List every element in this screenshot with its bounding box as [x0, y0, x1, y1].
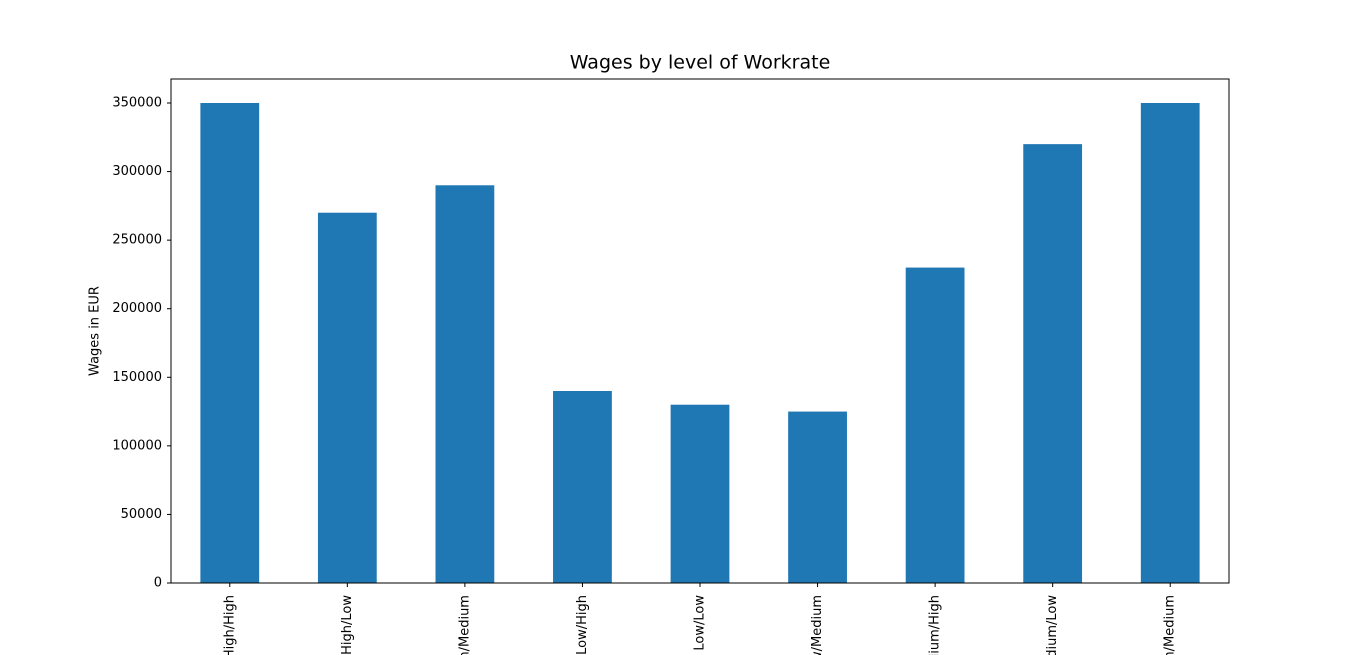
bar [670, 404, 730, 583]
x-tick-label: High/Medium [457, 595, 472, 655]
bar [553, 391, 612, 583]
bar [788, 411, 847, 583]
y-tick-label: 50000 [121, 507, 162, 522]
axes-frame [170, 78, 1230, 584]
bar [435, 185, 495, 584]
y-axis-label: Wages in EUR [88, 286, 103, 376]
x-tick-label: Low/Medium [810, 595, 825, 655]
chart-title: Wages by level of Workrate [570, 52, 831, 74]
y-tick-label: 350000 [112, 96, 162, 111]
x-tick-label: High/High [222, 595, 237, 655]
bar [905, 267, 965, 583]
x-tick-label: Low/High [575, 595, 590, 655]
bar [317, 212, 377, 583]
bar [200, 103, 260, 583]
x-tick-label: High/Low [340, 595, 355, 655]
x-tick-label: Medium/High [928, 595, 943, 655]
y-tick-label: 200000 [112, 301, 162, 316]
x-tick-label: Medium/Medium [1163, 595, 1178, 655]
y-tick-label: 150000 [112, 370, 162, 385]
bar [1023, 144, 1083, 583]
y-tick-label: 100000 [112, 438, 162, 453]
y-tick-label: 300000 [112, 164, 162, 179]
y-tick-label: 0 [154, 576, 162, 591]
x-tick-label: Low/Low [693, 595, 708, 651]
bar [1140, 103, 1200, 583]
y-tick-label: 250000 [112, 233, 162, 248]
x-tick-label: Medium/Low [1045, 595, 1060, 655]
